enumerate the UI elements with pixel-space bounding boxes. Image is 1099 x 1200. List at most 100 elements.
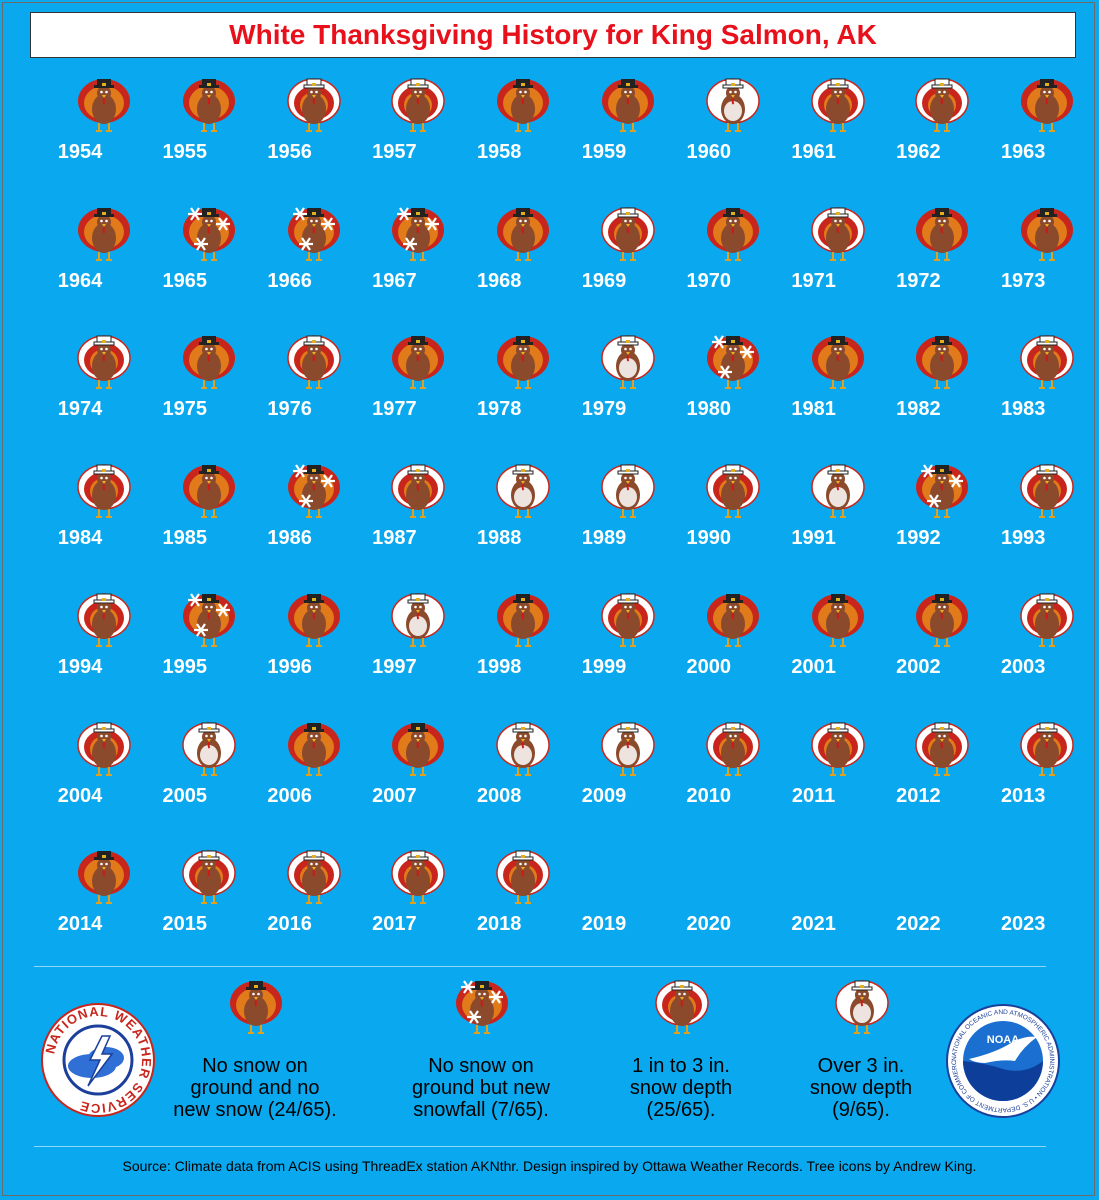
year-cell-2022: 2022	[890, 845, 994, 955]
year-label: 2000	[686, 655, 732, 678]
year-cell-1960: 1960	[681, 73, 785, 183]
year-cell-1982: 1982	[890, 330, 994, 440]
year-cell-1993: 1993	[995, 459, 1099, 569]
year-cell-2021: 2021	[786, 845, 890, 955]
year-cell-1997: 1997	[366, 588, 470, 698]
year-label: 1981	[791, 398, 836, 421]
year-label: 1986	[267, 527, 312, 550]
year-label: 1993	[1000, 527, 1046, 550]
year-label: 1958	[476, 141, 522, 163]
year-cell-1975: 1975	[157, 330, 261, 440]
legend-label-heavy: Over 3 in. snow depth (9/65).	[809, 1055, 913, 1121]
year-label: 1960	[686, 141, 732, 163]
year-cell-1978: 1978	[471, 330, 575, 440]
year-label: 1975	[162, 398, 208, 421]
year-label: 2016	[267, 913, 312, 936]
year-cell-1970: 1970	[681, 202, 785, 312]
year-label: 2013	[1000, 784, 1046, 807]
year-cell-2000: 2000	[681, 588, 785, 698]
year-cell-1955: 1955	[157, 73, 261, 183]
year-label: 2011	[791, 784, 836, 807]
year-cell-1965: 1965	[157, 202, 261, 312]
legend-item-heavy: Over 3 in. snow depth (9/65).	[746, 975, 976, 1125]
year-cell-1999: 1999	[576, 588, 680, 698]
year-cell-1967: 1967	[366, 202, 470, 312]
year-label: 1967	[372, 269, 417, 292]
year-cell-1994: 1994	[52, 588, 156, 698]
year-label: 2002	[896, 655, 941, 678]
year-label: 2008	[476, 784, 522, 807]
year-label: 1996	[267, 655, 312, 678]
year-label: 1954	[57, 141, 103, 163]
year-label: 2017	[372, 913, 417, 936]
title-box: White Thanksgiving History for King Salm…	[30, 12, 1076, 58]
year-cell-1964: 1964	[52, 202, 156, 312]
year-label: 1991	[791, 527, 836, 550]
year-cell-1995: 1995	[157, 588, 261, 698]
year-label: 1963	[1000, 141, 1046, 163]
year-cell-2012: 2012	[890, 717, 994, 827]
year-cell-2013: 2013	[995, 717, 1099, 827]
year-label: 1997	[372, 655, 417, 678]
year-cell-2011: 2011	[786, 717, 890, 827]
year-cell-1998: 1998	[471, 588, 575, 698]
year-label: 2003	[1000, 655, 1046, 678]
year-label: 2020	[686, 913, 732, 936]
year-cell-1971: 1971	[786, 202, 890, 312]
year-cell-1992: 1992	[890, 459, 994, 569]
year-cell-1973: 1973	[995, 202, 1099, 312]
year-label: 1962	[896, 141, 941, 163]
year-cell-1991: 1991	[786, 459, 890, 569]
year-cell-1983: 1983	[995, 330, 1099, 440]
year-cell-1954: 1954	[52, 73, 156, 183]
year-label: 1995	[162, 655, 208, 678]
year-label: 1965	[162, 269, 208, 292]
year-label: 1989	[581, 527, 627, 550]
year-label: 2012	[896, 784, 941, 807]
year-label: 2004	[57, 784, 103, 807]
year-label: 2021	[791, 913, 836, 936]
year-label: 1961	[791, 141, 836, 163]
svg-text:NOAA: NOAA	[987, 1034, 1019, 1046]
legend-item-light: 1 in to 3 in. snow depth (25/65).	[566, 975, 796, 1125]
year-cell-1986: 1986	[262, 459, 366, 569]
year-label: 1985	[162, 527, 208, 550]
year-label: 1987	[372, 527, 417, 550]
year-cell-1996: 1996	[262, 588, 366, 698]
year-label: 2009	[581, 784, 627, 807]
year-label: 1994	[57, 655, 103, 678]
year-label: 1982	[896, 398, 941, 421]
year-cell-1959: 1959	[576, 73, 680, 183]
year-cell-2006: 2006	[262, 717, 366, 827]
year-label: 1980	[686, 398, 732, 421]
year-label: 2005	[162, 784, 208, 807]
year-cell-1974: 1974	[52, 330, 156, 440]
year-label: 2010	[686, 784, 732, 807]
year-cell-1963: 1963	[995, 73, 1099, 183]
year-cell-1977: 1977	[366, 330, 470, 440]
year-cell-2003: 2003	[995, 588, 1099, 698]
year-label: 1972	[896, 269, 941, 292]
year-cell-2023: 2023	[995, 845, 1099, 955]
year-cell-2016: 2016	[262, 845, 366, 955]
year-label: 1984	[57, 527, 103, 550]
year-cell-2005: 2005	[157, 717, 261, 827]
year-label: 1971	[791, 269, 836, 292]
year-cell-1962: 1962	[890, 73, 994, 183]
year-label: 1999	[581, 655, 627, 678]
year-cell-2008: 2008	[471, 717, 575, 827]
year-cell-2007: 2007	[366, 717, 470, 827]
year-cell-1966: 1966	[262, 202, 366, 312]
year-label: 1990	[686, 527, 732, 550]
year-cell-1961: 1961	[786, 73, 890, 183]
year-label: 2015	[162, 913, 208, 936]
year-label: 1983	[1000, 398, 1046, 421]
year-cell-1987: 1987	[366, 459, 470, 569]
year-label: 2022	[896, 913, 941, 936]
year-cell-1985: 1985	[157, 459, 261, 569]
year-label: 1968	[476, 269, 522, 292]
year-label: 1976	[267, 398, 312, 421]
year-label: 1998	[476, 655, 522, 678]
year-cell-1957: 1957	[366, 73, 470, 183]
year-label: 1978	[476, 398, 522, 421]
